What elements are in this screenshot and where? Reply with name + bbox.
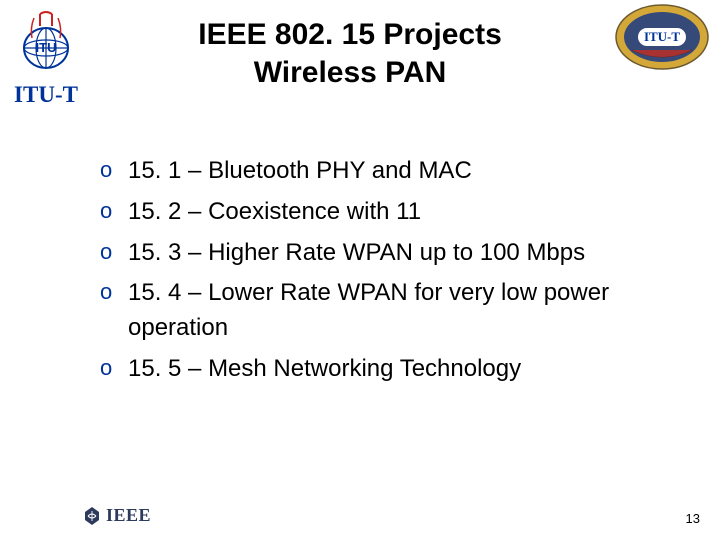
bullet-icon: o (100, 276, 128, 308)
svg-text:ITU: ITU (36, 40, 57, 55)
ieee-label: IEEE (106, 505, 151, 526)
itu-t-label: ITU-T (4, 82, 88, 108)
list-item-text: 15. 1 – Bluetooth PHY and MAC (128, 154, 472, 189)
slide-title: IEEE 802. 15 Projects Wireless PAN (110, 16, 590, 91)
list-item: o 15. 4 – Lower Rate WPAN for very low p… (100, 276, 680, 346)
list-item-text: 15. 2 – Coexistence with 11 (128, 195, 421, 230)
itu-t-badge: ITU-T (612, 2, 712, 72)
bullet-icon: o (100, 236, 128, 268)
list-item-text: 15. 3 – Higher Rate WPAN up to 100 Mbps (128, 236, 585, 271)
title-line-2: Wireless PAN (254, 56, 447, 89)
itu-logo: ITU (10, 8, 82, 80)
ieee-logo: IEEE (82, 505, 151, 526)
page-number: 13 (686, 511, 700, 526)
list-item: o 15. 2 – Coexistence with 11 (100, 195, 680, 230)
title-line-1: IEEE 802. 15 Projects (198, 18, 502, 51)
bullet-icon: o (100, 154, 128, 186)
bullet-icon: o (100, 352, 128, 384)
list-item: o 15. 5 – Mesh Networking Technology (100, 352, 680, 387)
bullet-icon: o (100, 195, 128, 227)
list-item-text: 15. 5 – Mesh Networking Technology (128, 352, 521, 387)
svg-text:ITU-T: ITU-T (644, 29, 680, 44)
list-item: o 15. 1 – Bluetooth PHY and MAC (100, 154, 680, 189)
list-item-text: 15. 4 – Lower Rate WPAN for very low pow… (128, 276, 680, 346)
projects-list: o 15. 1 – Bluetooth PHY and MAC o 15. 2 … (100, 154, 680, 393)
list-item: o 15. 3 – Higher Rate WPAN up to 100 Mbp… (100, 236, 680, 271)
